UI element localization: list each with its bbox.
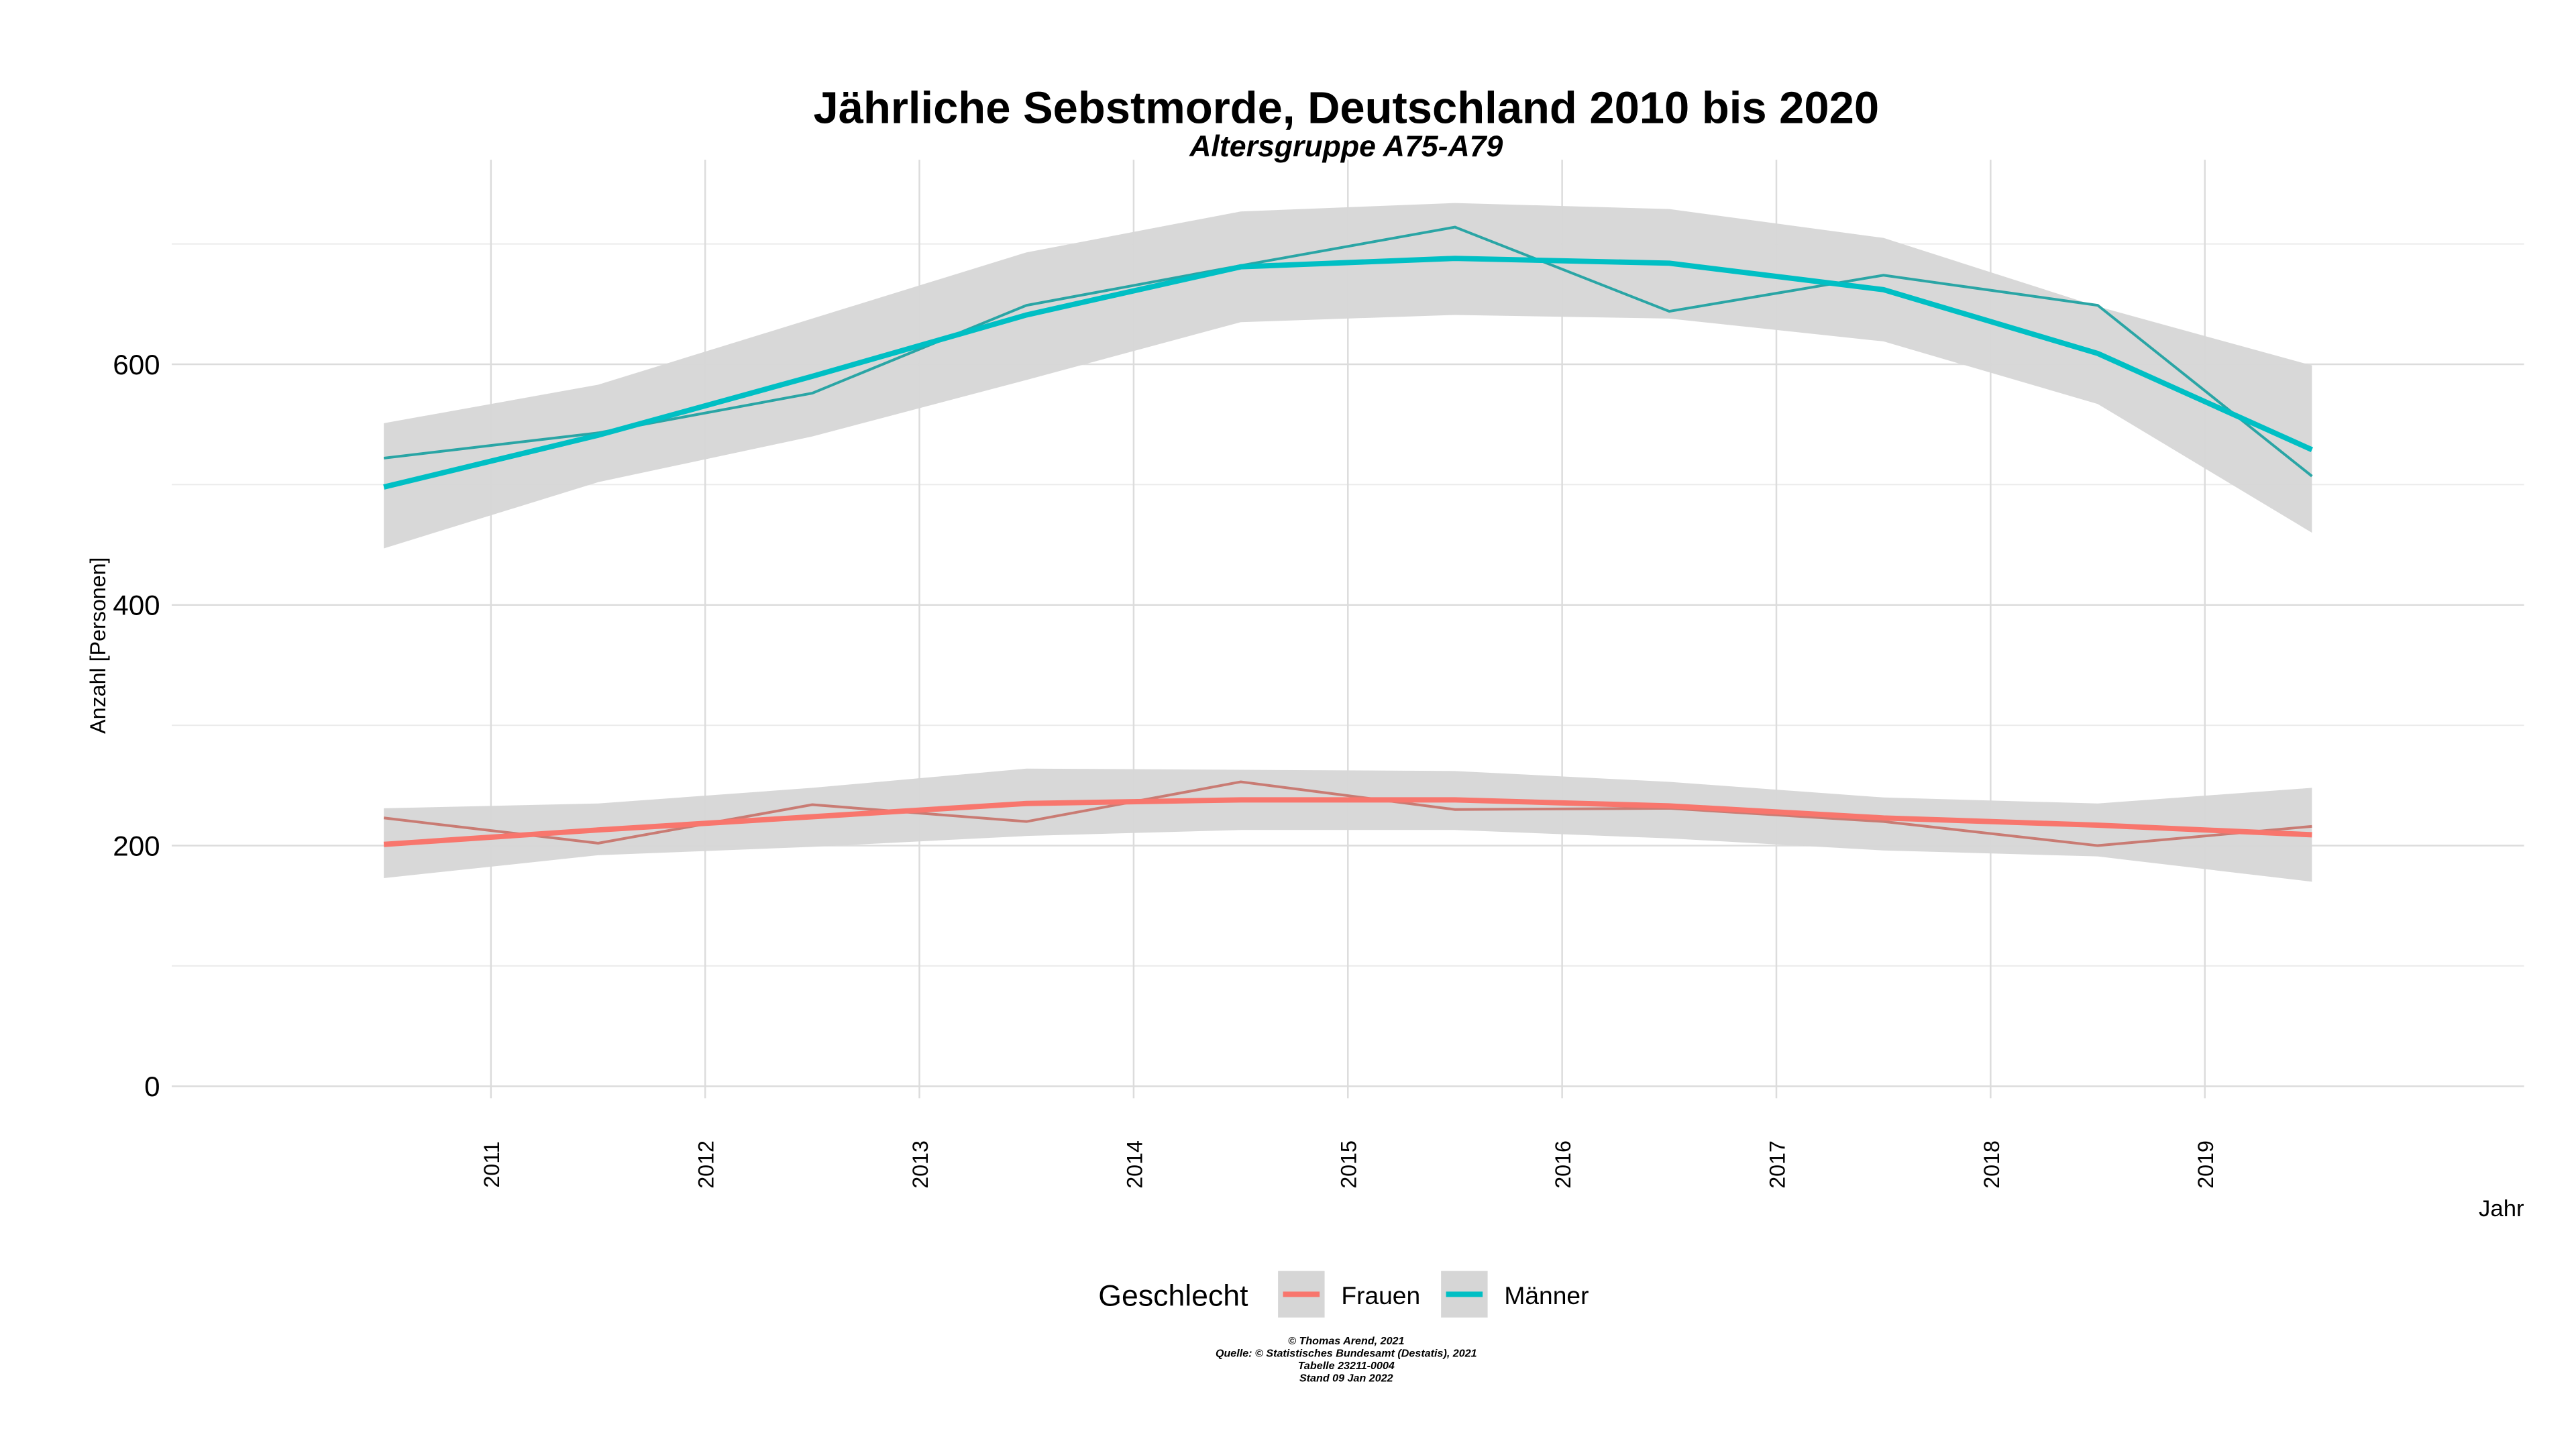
caption-line: Quelle: © Statistisches Bundesamt (Desta…: [1216, 1347, 1477, 1359]
x-tick-label: 2015: [1337, 1140, 1361, 1189]
y-tick-label: 0: [144, 1071, 160, 1102]
raw-line: [383, 225, 2313, 478]
caption-line: © Thomas Arend, 2021: [1288, 1335, 1404, 1347]
legend-label: Männer: [1504, 1281, 1589, 1309]
x-tick-label: 2019: [2194, 1140, 2218, 1189]
y-tick-label: 200: [113, 830, 160, 861]
x-tick-label: 2018: [1980, 1140, 2004, 1189]
legend-item: Männer: [1441, 1271, 1589, 1318]
x-tick-label: 2012: [694, 1140, 718, 1189]
caption-line: Stand 09 Jan 2022: [1299, 1373, 1393, 1385]
legend-label: Frauen: [1341, 1281, 1420, 1309]
x-tick-label: 2017: [1765, 1140, 1789, 1189]
smooth-line: [383, 256, 2314, 490]
legend-title: Geschlecht: [1098, 1280, 1248, 1313]
x-axis-label: Jahr: [2479, 1196, 2524, 1222]
y-tick-label: 400: [113, 590, 160, 621]
confidence-band: [384, 203, 2312, 549]
x-tick-label: 2011: [480, 1141, 504, 1187]
x-tick-label: 2013: [908, 1140, 932, 1189]
caption-line: Tabelle 23211-0004: [1298, 1360, 1395, 1372]
x-tick-label: 2014: [1122, 1140, 1146, 1189]
confidence-band: [384, 768, 2312, 882]
chart-subtitle: Altersgruppe A75-A79: [1189, 130, 1503, 163]
legend-item: Frauen: [1278, 1271, 1420, 1318]
y-tick-label: 600: [113, 349, 160, 380]
x-tick-label: 2016: [1551, 1140, 1575, 1189]
chart-title: Jährliche Sebstmorde, Deutschland 2010 b…: [814, 83, 1880, 133]
y-axis-label: Anzahl [Personen]: [86, 557, 110, 734]
smooth-line: [383, 797, 2312, 847]
